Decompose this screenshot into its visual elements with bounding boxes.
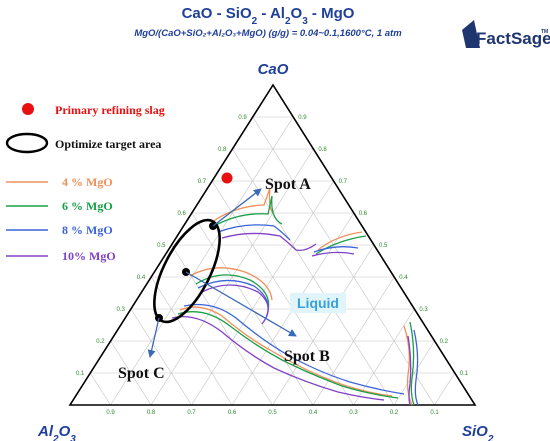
diagram-title: CaO - SiO2 - Al2O3 - MgO [182, 5, 355, 27]
vertex-sio2: SiO2 [462, 423, 494, 441]
grid-line [90, 372, 111, 406]
legend-ellipse-icon [5, 132, 49, 154]
curve-6-mgo-right [315, 235, 367, 255]
legend-item-8-mgo: 8 % MgO [62, 223, 113, 237]
curve-6-mgo-upper [213, 195, 283, 227]
curve-6-mgo-sio2 [409, 321, 415, 406]
grid-line [130, 308, 192, 406]
logo-trademark: TM [541, 29, 548, 35]
tick-label-bottom: 0.3 [349, 410, 358, 416]
grid-line [110, 116, 294, 406]
tick-label-left: 0.1 [76, 371, 85, 377]
curve-6-mgo-middle [195, 274, 270, 311]
primary-refining-slag-point [221, 172, 233, 184]
tick-label-right: 0.1 [460, 371, 469, 377]
tick-label-bottom: 0.8 [147, 410, 156, 416]
liquid-label: Liquid [297, 295, 339, 311]
tick-label-left: 0.3 [117, 307, 126, 313]
spot-b-label: Spot B [284, 348, 330, 365]
spot-b-arrow [185, 271, 297, 337]
tick-label-bottom: 0.2 [390, 410, 399, 416]
ternary-tick-labels: 0.1 0.1 0.1 0.2 0.2 0.2 0.3 0.3 0.3 0.4 0.4 0.4 0.5 0… [76, 115, 469, 416]
tick-label-right: 0.6 [359, 211, 368, 217]
curve-4-mgo-upper [211, 187, 275, 223]
legend-item-target-area: Optimize target area [55, 137, 161, 151]
spot-c-arrow [147, 317, 160, 358]
tick-label-bottom: 0.1 [430, 410, 439, 416]
curve-10-mgo-middle [201, 284, 269, 325]
logo-mark-icon [462, 20, 480, 48]
spot-c-label: Spot C [118, 365, 165, 382]
tick-label-right: 0.5 [379, 243, 388, 249]
tick-label-bottom: 0.6 [228, 410, 237, 416]
legend-dot-icon [22, 103, 34, 115]
tick-label-right: 0.4 [399, 275, 408, 281]
grid-line [211, 180, 354, 406]
factsage-logo: FactSage TM [462, 20, 550, 48]
tick-label-right: 0.2 [440, 339, 449, 345]
curve-8-mgo-lower [183, 303, 405, 395]
tick-label-bottom: 0.4 [309, 410, 318, 416]
curve-8-mgo-right [313, 246, 359, 253]
spot-a-arrow [212, 188, 262, 227]
tick-label-left: 0.5 [157, 243, 166, 249]
ternary-grid [90, 116, 456, 406]
curve-6-mgo-lower [177, 311, 399, 399]
vertex-cao: CaO [258, 61, 289, 78]
liquid-label-background [290, 293, 346, 313]
curve-10-mgo-upper [221, 232, 317, 252]
curve-8-mgo-upper [217, 224, 291, 241]
curve-8-mgo-sio2 [413, 329, 419, 406]
legend: Primary refining slag Optimize target ar… [5, 103, 165, 263]
tick-label-left: 0.4 [137, 275, 146, 281]
diagram-subtitle: MgO/(CaO+SiO₂+Al₂O₃+MgO) (g/g) = 0.04~0.… [134, 28, 402, 39]
curve-4-mgo-right [317, 231, 363, 251]
curve-4-mgo-lower [179, 306, 393, 397]
tick-label-bottom: 0.5 [268, 410, 277, 416]
logo-text: FactSage [476, 29, 550, 48]
legend-item-10-mgo: 10% MgO [62, 249, 116, 263]
curve-4-mgo-middle [189, 267, 273, 301]
triangle-border [68, 83, 477, 406]
tick-label-right: 0.3 [419, 307, 428, 313]
vertex-al2o3: Al2O3 [37, 423, 76, 441]
tick-label-left: 0.2 [96, 339, 105, 345]
tick-label-right: 0.7 [339, 179, 348, 185]
curve-10-mgo-sio2 [407, 335, 412, 406]
grid-line [150, 148, 314, 406]
curve-10-mgo-right [311, 251, 355, 257]
mgo-curves [171, 187, 419, 406]
tick-label-right: 0.8 [318, 147, 327, 153]
grid-line [434, 372, 456, 406]
grid-line [353, 308, 415, 406]
legend-item-6-mgo: 6 % MgO [62, 199, 113, 213]
tick-label-left: 0.7 [198, 179, 207, 185]
curve-10-mgo-lower [171, 315, 385, 401]
legend-item-primary-slag: Primary refining slag [55, 103, 165, 117]
grid-line [252, 116, 435, 406]
tick-label-left: 0.6 [177, 211, 186, 217]
grid-line [272, 244, 375, 406]
tick-label-bottom: 0.7 [187, 410, 196, 416]
tick-label-right: 0.9 [298, 115, 307, 121]
legend-item-4-mgo: 4 % MgO [62, 175, 113, 189]
spot-a-label: Spot A [265, 176, 311, 193]
tick-label-left: 0.8 [218, 147, 227, 153]
tick-label-left: 0.9 [238, 115, 247, 121]
tick-label-bottom: 0.9 [106, 410, 115, 416]
